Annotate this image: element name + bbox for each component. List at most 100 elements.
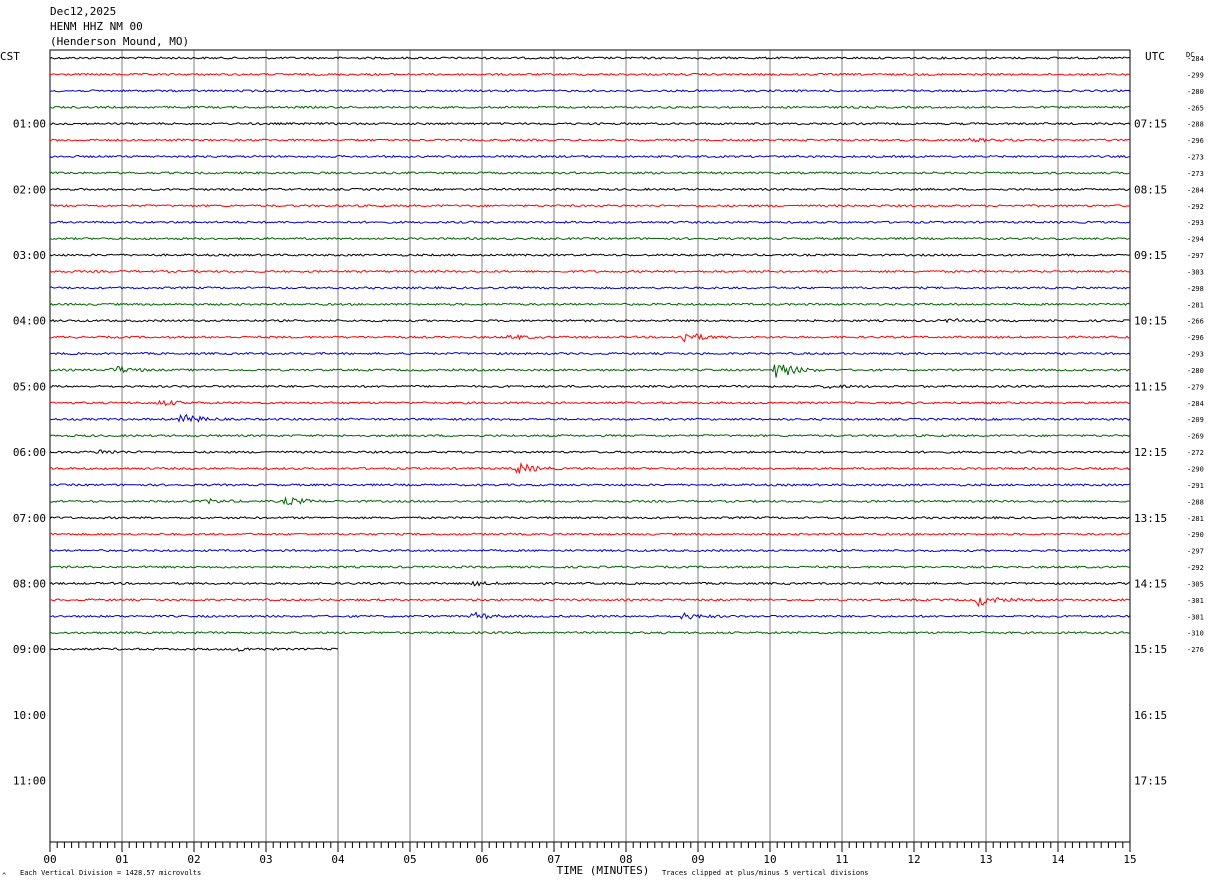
x-tick-label: 00 — [43, 853, 56, 866]
dc-offset-label: -296 — [1187, 137, 1204, 145]
trace-row-16 — [49, 318, 1131, 324]
x-tick-label: 09 — [691, 853, 704, 866]
scale-note: Each Vertical Division = 1428.57 microvo… — [20, 869, 201, 877]
dc-offset-label: -290 — [1187, 466, 1204, 474]
right-hour-label: 17:15 — [1134, 774, 1167, 787]
trace-row-31 — [49, 565, 1131, 569]
x-tick-label: 01 — [115, 853, 128, 866]
right-hour-label: 07:15 — [1134, 118, 1167, 131]
left-hour-labels: 01:00 02:00 03:00 04:00 05:00 06:00 07:00 08:00… — [13, 118, 46, 788]
left-hour-label: 04:00 — [13, 315, 46, 328]
trace-row-35 — [49, 631, 1131, 635]
trace-row-23 — [49, 433, 1131, 438]
dc-offset-label: -284 — [1187, 55, 1204, 63]
x-tick-label: 07 — [547, 853, 560, 866]
seismic-traces — [49, 56, 1131, 652]
dc-offset-label: -297 — [1187, 252, 1204, 260]
trace-row-28 — [49, 515, 1131, 520]
dc-offset-label: -269 — [1187, 433, 1204, 441]
right-hour-label: 09:15 — [1134, 249, 1167, 262]
minute-gridlines — [121, 50, 1059, 842]
dc-offset-label: -272 — [1187, 449, 1204, 457]
left-hour-label: 05:00 — [13, 380, 46, 393]
x-tick-label: 11 — [835, 853, 848, 866]
trace-row-9 — [49, 204, 1131, 208]
dc-offset-label: -296 — [1187, 334, 1204, 342]
dc-offset-label: -273 — [1187, 170, 1204, 178]
dc-offset-label: -266 — [1187, 318, 1204, 326]
trace-row-1 — [49, 72, 1131, 77]
dc-offset-label: -284 — [1187, 400, 1204, 408]
x-tick-label: 10 — [763, 853, 776, 866]
dc-offset-label: -279 — [1187, 383, 1204, 391]
dc-offset-label: -298 — [1187, 285, 1204, 293]
x-tick-label: 08 — [619, 853, 632, 866]
dc-offset-label: -292 — [1187, 203, 1204, 211]
x-tick-label: 03 — [259, 853, 272, 866]
left-hour-label: 11:00 — [13, 774, 46, 787]
dc-offset-label: -297 — [1187, 548, 1204, 556]
dc-offset-label: -280 — [1187, 367, 1204, 375]
trace-row-26 — [49, 483, 1131, 487]
trace-row-18 — [49, 351, 1131, 356]
trace-row-29 — [49, 532, 1131, 536]
dc-offset-label: -303 — [1187, 268, 1204, 276]
left-hour-label: 07:00 — [13, 512, 46, 525]
dc-offset-label: -209 — [1187, 416, 1204, 424]
dc-offset-label: -288 — [1187, 498, 1204, 506]
left-hour-label: 10:00 — [13, 709, 46, 722]
x-tick-label: 12 — [907, 853, 920, 866]
trace-row-7 — [49, 171, 1131, 175]
dc-offset-label: -301 — [1187, 613, 1204, 621]
trace-row-32 — [49, 580, 1131, 587]
clip-note: Traces clipped at plus/minus 5 vertical … — [662, 869, 869, 877]
right-hour-label: 12:15 — [1134, 446, 1167, 459]
dc-offset-label: -294 — [1187, 236, 1204, 244]
right-hour-label: 16:15 — [1134, 709, 1167, 722]
trace-row-3 — [49, 105, 1131, 110]
trace-row-13 — [49, 269, 1131, 274]
station-location: (Henderson Mound, MO) — [50, 35, 189, 48]
x-tick-label: 06 — [475, 853, 488, 866]
dc-offset-label: -293 — [1187, 219, 1204, 227]
trace-row-6 — [49, 154, 1131, 159]
trace-row-34 — [49, 611, 1131, 620]
dc-offset-label: -281 — [1187, 515, 1204, 523]
x-tick-label: 04 — [331, 853, 345, 866]
dc-offset-label: -310 — [1187, 630, 1204, 638]
left-hour-label: 03:00 — [13, 249, 46, 262]
dc-offset-label: -281 — [1187, 301, 1204, 309]
dc-offset-label: -284 — [1187, 186, 1204, 194]
right-hour-label: 14:15 — [1134, 577, 1167, 590]
trace-row-10 — [49, 220, 1131, 224]
trace-row-20 — [49, 384, 1131, 390]
trace-row-22 — [49, 413, 1131, 423]
trace-row-12 — [49, 253, 1131, 257]
dc-offset-label: -291 — [1187, 482, 1204, 490]
trace-row-0 — [49, 56, 1131, 60]
right-hour-labels: 07:15 08:15 09:15 10:15 11:15 12:15 13:15 14:15… — [1134, 118, 1167, 788]
trace-row-2 — [49, 89, 1131, 93]
trace-row-21 — [49, 399, 1131, 407]
left-hour-label: 02:00 — [13, 183, 46, 196]
right-hour-label: 11:15 — [1134, 380, 1167, 393]
dc-offset-label: -290 — [1187, 531, 1204, 539]
trace-row-11 — [49, 236, 1131, 241]
right-hour-label: 13:15 — [1134, 512, 1167, 525]
corner-mark: ^ — [2, 872, 6, 880]
dc-offset-label: -280 — [1187, 88, 1204, 96]
trace-row-4 — [49, 121, 1131, 126]
trace-row-19 — [49, 364, 1131, 378]
dc-offset-label: -299 — [1187, 71, 1204, 79]
dc-offset-label: -265 — [1187, 104, 1204, 112]
left-timezone-label: CST — [0, 50, 20, 63]
trace-row-8 — [49, 187, 1131, 192]
left-hour-label: 08:00 — [13, 577, 46, 590]
trace-row-15 — [49, 302, 1131, 307]
dc-offset-label: -288 — [1187, 121, 1204, 129]
x-tick-label: 14 — [1051, 853, 1065, 866]
station-code: HENM HHZ NM 00 — [50, 20, 143, 33]
dc-offset-label: -276 — [1187, 646, 1204, 654]
trace-row-33 — [49, 597, 1131, 608]
